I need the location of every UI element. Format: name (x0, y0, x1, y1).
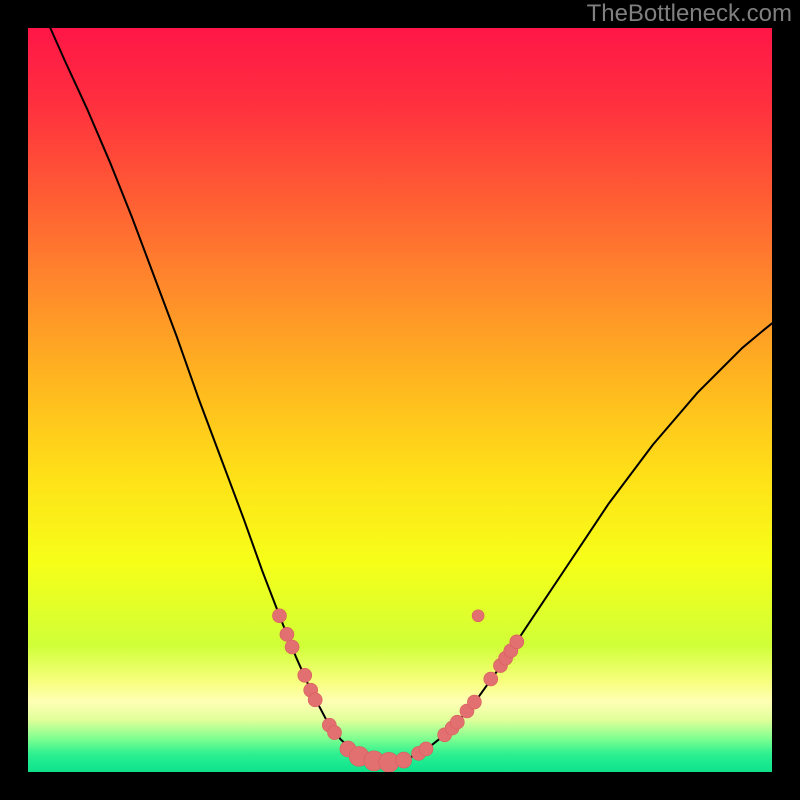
frame-right (772, 0, 800, 800)
frame-bottom (0, 772, 800, 800)
marker-point (467, 695, 481, 709)
marker-point (419, 742, 433, 756)
marker-point (396, 752, 412, 768)
marker-point (280, 627, 294, 641)
marker-point (272, 609, 286, 623)
marker-point (510, 635, 524, 649)
marker-point (450, 715, 464, 729)
marker-point (285, 640, 299, 654)
marker-point (308, 693, 322, 707)
marker-point (484, 672, 498, 686)
chart-background (28, 28, 772, 772)
watermark-text: TheBottleneck.com (587, 0, 792, 28)
marker-point (298, 668, 312, 682)
marker-point (328, 726, 342, 740)
chart-plot-area (28, 28, 772, 772)
chart-svg (28, 28, 772, 772)
marker-point (472, 610, 484, 622)
frame-left (0, 0, 28, 800)
